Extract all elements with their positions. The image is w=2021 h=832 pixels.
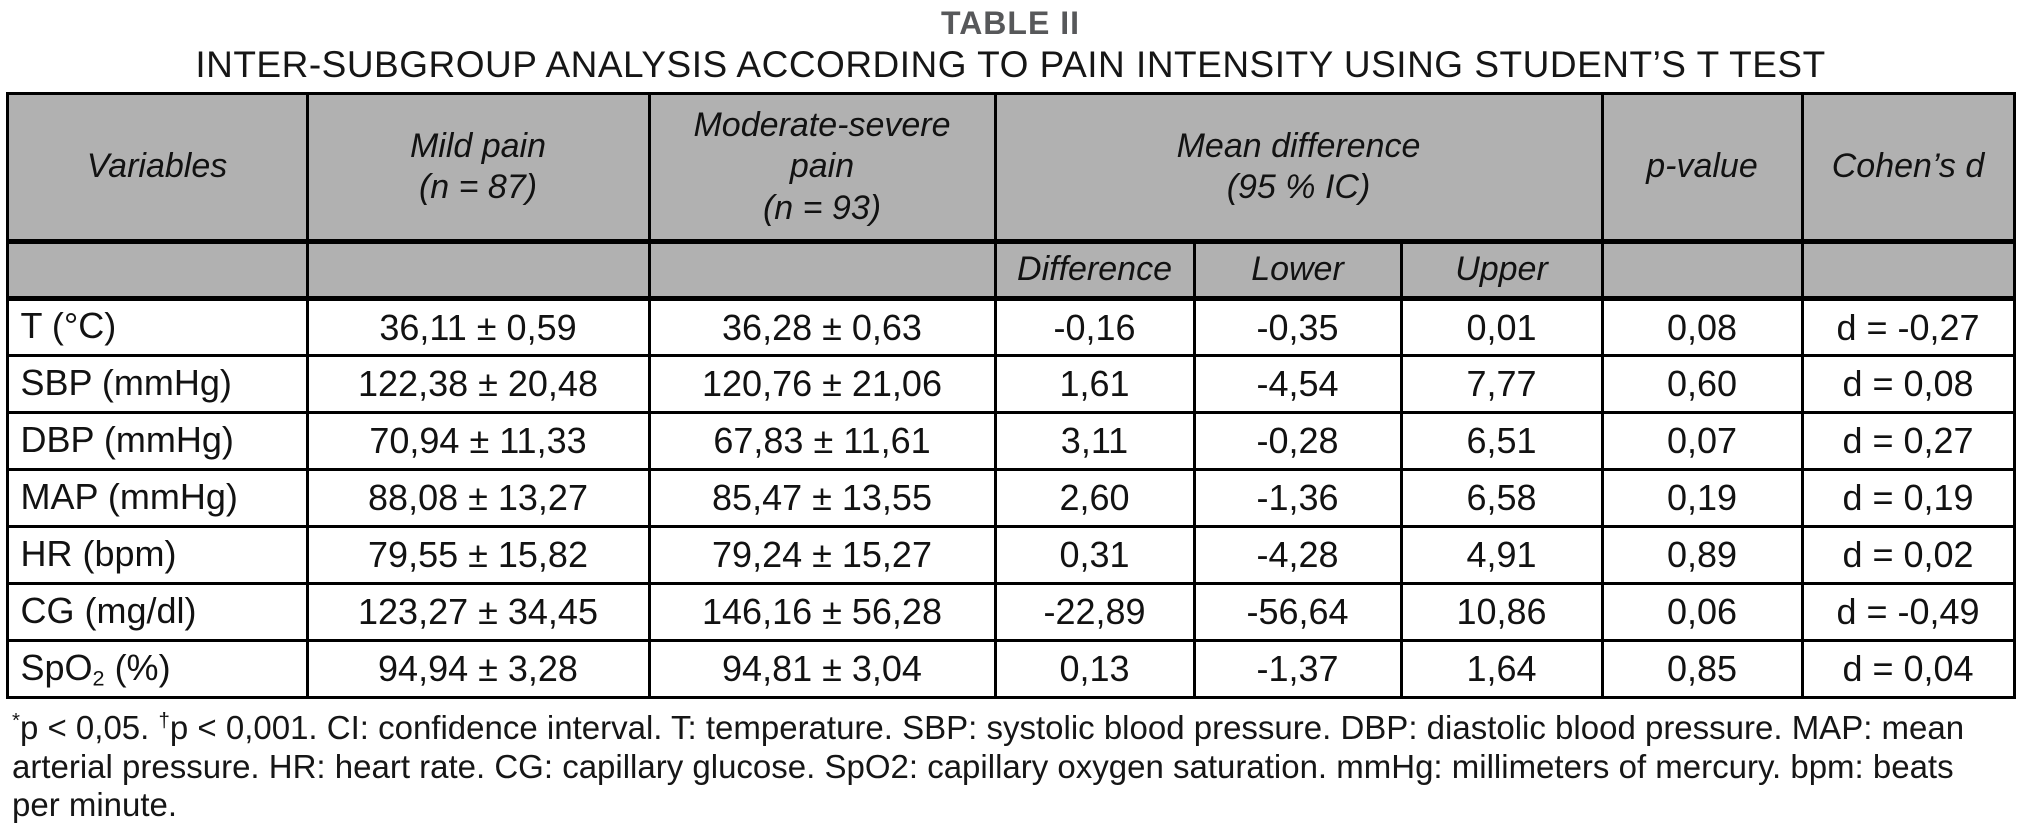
cell-upper: 6,58	[1399, 468, 1604, 528]
cell-lower: -1,36	[1192, 468, 1403, 528]
cell-upper: 6,51	[1399, 411, 1604, 471]
cell-p-value: 0,08	[1600, 297, 1804, 357]
header-lower: Lower	[1192, 240, 1403, 301]
cell-variable: MAP (mmHg)	[5, 468, 309, 528]
stats-table: Variables Mild pain (n = 87) Moderate-se…	[5, 92, 2016, 699]
cell-moderate: 120,76 ± 21,06	[647, 354, 997, 414]
cell-cohens-d: d = 0,08	[1800, 354, 2016, 414]
header-cohens-d: Cohen’s d	[1800, 92, 2016, 244]
cell-upper: 1,64	[1399, 639, 1604, 699]
cell-mild: 88,08 ± 13,27	[305, 468, 651, 528]
cell-lower: -56,64	[1192, 582, 1403, 642]
cell-moderate: 67,83 ± 11,61	[647, 411, 997, 471]
cell-lower: -0,35	[1192, 297, 1403, 357]
header-empty-mild	[305, 240, 651, 301]
table-row-dbp: DBP (mmHg) 70,94 ± 11,33 67,83 ± 11,61 3…	[5, 411, 2016, 471]
cell-lower: -4,54	[1192, 354, 1403, 414]
cell-mild: 123,27 ± 34,45	[305, 582, 651, 642]
cell-p-value: 0,06	[1600, 582, 1804, 642]
cell-p-value: 0,19	[1600, 468, 1804, 528]
cell-moderate: 146,16 ± 56,28	[647, 582, 997, 642]
cell-cohens-d: d = -0,27	[1800, 297, 2016, 357]
header-empty-moderate	[647, 240, 997, 301]
cell-lower: -1,37	[1192, 639, 1403, 699]
cell-p-value: 0,89	[1600, 525, 1804, 585]
cell-cohens-d: d = -0,49	[1800, 582, 2016, 642]
cell-difference: 0,31	[993, 525, 1196, 585]
table-row-hr: HR (bpm) 79,55 ± 15,82 79,24 ± 15,27 0,3…	[5, 525, 2016, 585]
cell-p-value: 0,60	[1600, 354, 1804, 414]
cell-difference: -22,89	[993, 582, 1196, 642]
asterisk-marker: *	[12, 709, 20, 732]
cell-moderate: 79,24 ± 15,27	[647, 525, 997, 585]
cell-lower: -4,28	[1192, 525, 1403, 585]
header-row-main: Variables Mild pain (n = 87) Moderate-se…	[5, 92, 2016, 244]
cell-variable: DBP (mmHg)	[5, 411, 309, 471]
header-difference: Difference	[993, 240, 1196, 301]
header-mild-pain: Mild pain (n = 87)	[305, 92, 651, 244]
header-empty-cohens-d	[1800, 240, 2016, 301]
cell-lower: -0,28	[1192, 411, 1403, 471]
cell-mild: 94,94 ± 3,28	[305, 639, 651, 699]
cell-mild: 36,11 ± 0,59	[305, 297, 651, 357]
header-row-sub: Difference Lower Upper	[5, 240, 2016, 301]
cell-moderate: 36,28 ± 0,63	[647, 297, 997, 357]
table-label: TABLE II	[941, 5, 1080, 41]
table-row-temperature: T (°C) 36,11 ± 0,59 36,28 ± 0,63 -0,16 -…	[5, 297, 2016, 357]
cell-upper: 4,91	[1399, 525, 1604, 585]
table-row-cg: CG (mg/dl) 123,27 ± 34,45 146,16 ± 56,28…	[5, 582, 2016, 642]
cell-moderate: 85,47 ± 13,55	[647, 468, 997, 528]
header-empty-p-value	[1600, 240, 1804, 301]
cell-cohens-d: d = 0,19	[1800, 468, 2016, 528]
cell-p-value: 0,85	[1600, 639, 1804, 699]
title-block: TABLE II INTER-SUBGROUP ANALYSIS ACCORDI…	[0, 5, 2021, 86]
cell-difference: -0,16	[993, 297, 1196, 357]
cell-p-value: 0,07	[1600, 411, 1804, 471]
footnote-abbreviations: CI: confidence interval. T: temperature.…	[12, 709, 1965, 824]
header-empty-variables	[5, 240, 309, 301]
header-upper: Upper	[1399, 240, 1604, 301]
cell-upper: 0,01	[1399, 297, 1604, 357]
cell-variable: SBP (mmHg)	[5, 354, 309, 414]
dagger-marker: †	[158, 709, 170, 732]
cell-variable: HR (bpm)	[5, 525, 309, 585]
table-row-sbp: SBP (mmHg) 122,38 ± 20,48 120,76 ± 21,06…	[5, 354, 2016, 414]
page-title: INTER-SUBGROUP ANALYSIS ACCORDING TO PAI…	[195, 44, 1826, 85]
cell-variable: SpO2 (%)	[5, 639, 309, 699]
table-row-spo2: SpO2 (%) 94,94 ± 3,28 94,81 ± 3,04 0,13 …	[5, 639, 2016, 699]
subscript-2: 2	[92, 665, 105, 691]
cell-difference: 1,61	[993, 354, 1196, 414]
header-moderate-severe-pain: Moderate-severe pain (n = 93)	[647, 92, 997, 244]
cell-variable: T (°C)	[5, 297, 309, 357]
table-row-map: MAP (mmHg) 88,08 ± 13,27 85,47 ± 13,55 2…	[5, 468, 2016, 528]
cell-cohens-d: d = 0,02	[1800, 525, 2016, 585]
header-p-value: p-value	[1600, 92, 1804, 244]
header-variables: Variables	[5, 92, 309, 244]
cell-cohens-d: d = 0,04	[1800, 639, 2016, 699]
footnote: *p < 0,05. †p < 0,001. CI: confidence in…	[12, 709, 1965, 824]
cell-mild: 122,38 ± 20,48	[305, 354, 651, 414]
cell-upper: 10,86	[1399, 582, 1604, 642]
cell-cohens-d: d = 0,27	[1800, 411, 2016, 471]
cell-difference: 3,11	[993, 411, 1196, 471]
cell-mild: 79,55 ± 15,82	[305, 525, 651, 585]
cell-moderate: 94,81 ± 3,04	[647, 639, 997, 699]
cell-difference: 0,13	[993, 639, 1196, 699]
header-mean-difference: Mean difference (95 % IC)	[993, 92, 1604, 244]
cell-variable: CG (mg/dl)	[5, 582, 309, 642]
cell-mild: 70,94 ± 11,33	[305, 411, 651, 471]
cell-upper: 7,77	[1399, 354, 1604, 414]
cell-difference: 2,60	[993, 468, 1196, 528]
